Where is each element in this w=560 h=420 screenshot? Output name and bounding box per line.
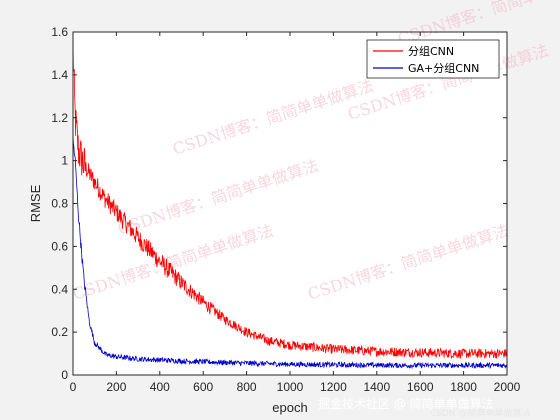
y-tick-label: 0.4 [51, 282, 68, 296]
series-line-2 [72, 135, 508, 370]
legend-box [366, 39, 500, 79]
x-tick-label: 800 [237, 380, 257, 394]
y-tick-label: 1.4 [51, 68, 68, 82]
x-axis-label: epoch [272, 400, 307, 415]
y-tick-label: 1.2 [51, 111, 68, 125]
x-tick-label: 400 [150, 380, 170, 394]
y-tick-label: 0 [61, 368, 68, 382]
y-tick-label: 1.6 [51, 25, 68, 39]
legend: 分组CNN GA+分组CNN [366, 39, 500, 79]
x-tick-label: 1800 [450, 380, 477, 394]
y-tick-label: 0.6 [51, 239, 68, 253]
plot-area [73, 32, 507, 375]
x-tick-label: 0 [70, 380, 77, 394]
x-tick-label: 600 [193, 380, 213, 394]
x-tick-label: 200 [106, 380, 126, 394]
credit-overlay: 掘金技术社区 @ 简简单单做算法 CSDN @简简单单做算法 [318, 396, 531, 419]
x-tick-label: 1200 [320, 380, 347, 394]
x-tick-label: 1000 [277, 380, 304, 394]
legend-label: 分组CNN [408, 44, 454, 58]
credit-text: 掘金技术社区 @ 简简单单做算法 [318, 396, 494, 411]
x-tick-label: 1400 [363, 380, 390, 394]
x-tick-label: 1600 [407, 380, 434, 394]
series-line-1 [72, 42, 508, 360]
credit-small-text: CSDN @简简单单做算法 [430, 407, 531, 419]
y-axis: 0 0.2 0.4 0.6 0.8 1 1.2 1.4 1.6 [51, 25, 507, 382]
legend-label: GA+分组CNN [408, 61, 479, 75]
x-axis: 0 200 400 600 800 1000 1200 1400 1600 1800 2000 [70, 32, 521, 394]
y-tick-label: 0.8 [51, 197, 68, 211]
y-tick-label: 1 [61, 154, 68, 168]
y-axis-label: RMSE [28, 184, 43, 222]
series-lines [72, 42, 508, 370]
y-tick-label: 0.2 [51, 325, 68, 339]
x-tick-label: 2000 [494, 380, 521, 394]
